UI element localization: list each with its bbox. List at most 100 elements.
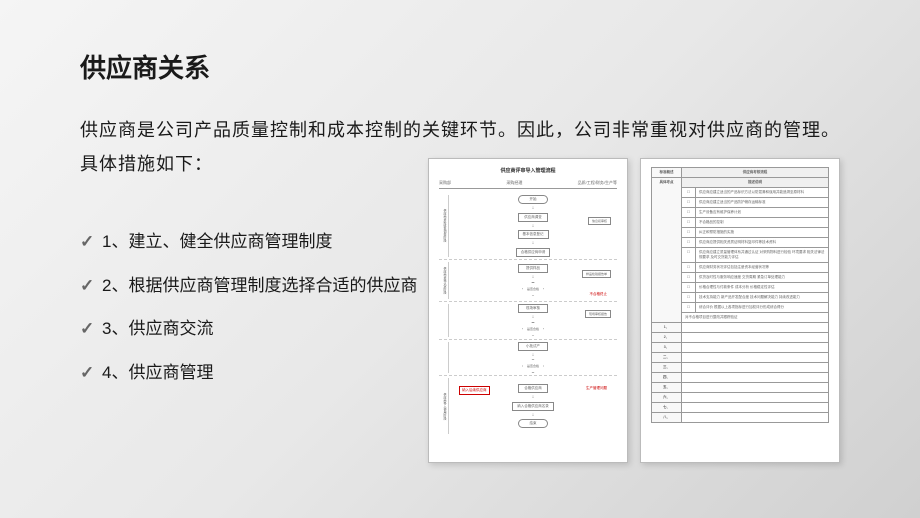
doc1-col1: 采购部	[439, 180, 451, 186]
table-row: 五、	[652, 383, 829, 393]
th-label: 具体考点	[652, 178, 682, 323]
flow-reject: 不合格终止	[590, 292, 608, 297]
flow-box: 纳入合格供应商名录	[512, 402, 554, 411]
flow-stage-5: 供应商导入使用阶段 纳入后续供应商 生产管理问题 合格供应商 ↓ 纳入合格供应商…	[439, 376, 617, 436]
td: ☐	[682, 198, 696, 208]
td: 三、	[652, 363, 682, 373]
td: ☐	[682, 238, 696, 248]
flow-stage-4: 小批试产 ↓ 是否合格	[439, 340, 617, 377]
td: 四、	[652, 373, 682, 383]
td	[682, 363, 829, 373]
td: 七、	[652, 403, 682, 413]
td: 技术支持能力 新产品开发配合度 技术问题解决能力 持续改进能力	[696, 293, 829, 303]
th: 描述说明	[682, 178, 829, 188]
flow-red-box: 纳入后续供应商	[459, 386, 490, 395]
th: 供应商考核流程	[682, 168, 829, 178]
flow-label: 供应商导入使用阶段	[439, 378, 449, 434]
td	[682, 343, 829, 353]
flow-box: 提供样品	[518, 264, 548, 273]
flow-label	[439, 304, 449, 337]
doc2-table: 标准概述 供应商考核流程 具体考点 描述说明 ☐供应商应建立适当的产品标识方法以…	[651, 167, 829, 423]
flow-content: 小批试产 ↓ 是否合格	[449, 342, 617, 374]
td: 3、	[652, 343, 682, 353]
flow-content: 开始 ↓ 供应商调查 ↓ 基本信息登记 ↓ 合格供应商申请 信息初审核	[449, 195, 617, 257]
flow-decision: 是否合格	[522, 282, 544, 296]
flow-red-text: 生产管理问题	[586, 386, 607, 391]
td: 六、	[652, 393, 682, 403]
doc-previews: 供应商评审导入管理流程 采购部 采购经理 品质/工程/财务/生产等 供应商资料收…	[428, 158, 840, 463]
flow-stage-3: 现场审核 ↓ 是否合格 现场审核报告	[439, 302, 617, 340]
flow-decision: 是否合格	[522, 322, 544, 336]
td: ☐	[682, 228, 696, 238]
td: 八、	[652, 413, 682, 423]
doc-flowchart: 供应商评审导入管理流程 采购部 采购经理 品质/工程/财务/生产等 供应商资料收…	[428, 158, 628, 463]
table-row: 六、	[652, 393, 829, 403]
flow-content: 提供样品 ↓ 是否合格 样品检验报告单 不合格终止	[449, 262, 617, 299]
td: 供应商应建立质量管理体系并通过认证 对采购物料进行检验 环境要求 相关法律法规要…	[696, 248, 829, 263]
td: 纠正和预防措施的实施	[696, 228, 829, 238]
td: ☐	[682, 293, 696, 303]
doc1-col2: 采购经理	[506, 180, 522, 186]
table-row: 标准概述 供应商考核流程	[652, 168, 829, 178]
td: 对不合格项目进行整改并跟踪验证	[682, 313, 829, 323]
td: 生产设备应有维护保养计划	[696, 208, 829, 218]
arrow-icon: ↓	[532, 354, 535, 357]
flow-label: 供应商资料收集调查阶段	[439, 195, 449, 257]
flow-box: 合格供应商	[518, 384, 548, 393]
td	[682, 373, 829, 383]
td: ☐	[682, 248, 696, 263]
flow-side: 现场审核报告	[585, 310, 611, 318]
td: ☐	[682, 283, 696, 293]
slide-container: 供应商关系 供应商是公司产品质量控制和成本控制的关键环节。因此，公司非常重视对供…	[0, 0, 920, 518]
flow-label	[439, 342, 449, 374]
td: 五、	[652, 383, 682, 393]
arrow-icon: ↓	[532, 414, 535, 417]
table-row: 二、	[652, 353, 829, 363]
td: 供货及时性与服务响应速度 交货周期 紧急订单处理能力	[696, 273, 829, 283]
flow-stage-2: 供应商资格认定阶段 提供样品 ↓ 是否合格 样品检验报告单 不合格终止	[439, 260, 617, 302]
td: 供应商应建立适当的产品防护储存运输标准	[696, 198, 829, 208]
flow-content: 纳入后续供应商 生产管理问题 合格供应商 ↓ 纳入合格供应商名录 ↓ 结束	[449, 378, 617, 434]
td: 2、	[652, 333, 682, 343]
td: ☐	[682, 273, 696, 283]
td: ☐	[682, 303, 696, 313]
td: 供应商财务状况评估包括注册资本经营状况等	[696, 263, 829, 273]
flow-decision: 是否合格	[522, 359, 544, 373]
table-row: 七、	[652, 403, 829, 413]
arrow-icon: ↓	[532, 225, 535, 228]
flow-end: 结束	[518, 419, 548, 428]
table-row: 2、	[652, 333, 829, 343]
td	[682, 393, 829, 403]
th: 标准概述	[652, 168, 682, 178]
doc-table: 标准概述 供应商考核流程 具体考点 描述说明 ☐供应商应建立适当的产品标识方法以…	[640, 158, 840, 463]
table-row: 1、	[652, 323, 829, 333]
td: 供应商应建立适当的产品标识方法以防混淆和误用并能追溯至原材料	[696, 188, 829, 198]
doc1-title: 供应商评审导入管理流程	[439, 167, 617, 174]
flow-content: 现场审核 ↓ 是否合格 现场审核报告	[449, 304, 617, 337]
flow-box: 供应商调查	[518, 213, 548, 222]
td	[682, 403, 829, 413]
arrow-icon: ↓	[532, 276, 535, 279]
flow-side: 样品检验报告单	[582, 270, 611, 278]
td	[682, 383, 829, 393]
td	[682, 413, 829, 423]
td	[682, 323, 829, 333]
td: ☐	[682, 218, 696, 228]
td: 价格合理性与付款条件 成本分析 价格稳定性评估	[696, 283, 829, 293]
flow-side: 信息初审核	[588, 217, 611, 225]
table-row: 三、	[652, 363, 829, 373]
arrow-icon: ↓	[532, 242, 535, 245]
flow-stage-1: 供应商资料收集调查阶段 开始 ↓ 供应商调查 ↓ 基本信息登记 ↓ 合格供应商申…	[439, 193, 617, 260]
table-row: 八、	[652, 413, 829, 423]
table-row: 具体考点 描述说明	[652, 178, 829, 188]
table-row: 四、	[652, 373, 829, 383]
flow-box: 合格供应商申请	[516, 248, 551, 257]
td: ☐	[682, 188, 696, 198]
slide-title: 供应商关系	[80, 48, 840, 85]
td: ☐	[682, 208, 696, 218]
td: ☐	[682, 263, 696, 273]
doc1-col3: 品质/工程/财务/生产等	[578, 180, 617, 186]
doc1-header: 采购部 采购经理 品质/工程/财务/生产等	[439, 180, 617, 189]
flow-box: 基本信息登记	[518, 230, 549, 239]
td: 1、	[652, 323, 682, 333]
